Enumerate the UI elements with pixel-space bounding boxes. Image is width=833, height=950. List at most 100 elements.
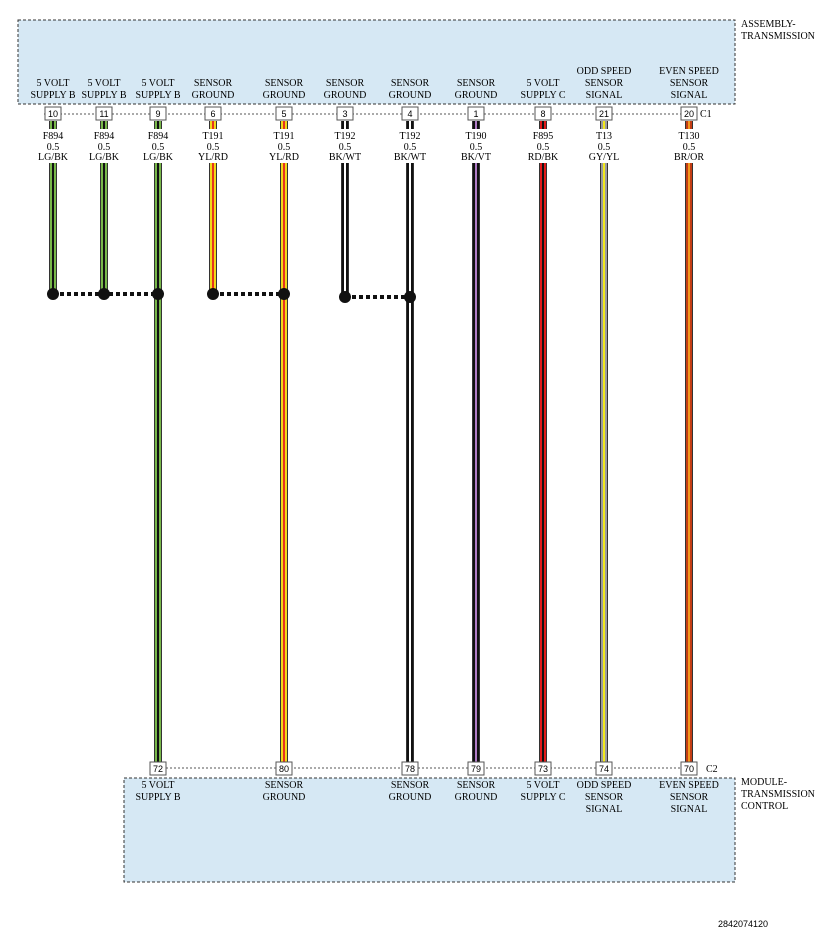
top-pin-box <box>595 106 613 121</box>
top-pin-label: GROUND <box>455 90 498 101</box>
top-wire-stub-stripe <box>344 121 346 129</box>
top-pin-number: 6 <box>210 109 215 119</box>
bottom-pin-box <box>149 761 167 776</box>
wire-gauge: 0.5 <box>207 142 220 153</box>
top-pin-label: EVEN SPEED <box>659 66 719 77</box>
top-wire-stub-stripe <box>157 121 159 129</box>
top-pin-label: GROUND <box>324 90 367 101</box>
top-pin-label: 5 VOLT <box>526 78 559 89</box>
top-pin-label: SENSOR <box>265 78 304 89</box>
top-wire-stub-stripe <box>283 121 285 129</box>
circuit-id: T130 <box>678 131 699 142</box>
wire-gauge: 0.5 <box>278 142 291 153</box>
top-pin-number: 9 <box>155 109 160 119</box>
top-pin-box <box>44 106 62 121</box>
top-component-box <box>17 19 736 105</box>
bottom-connector-label: C2 <box>706 764 718 775</box>
bottom-pin-box <box>534 761 552 776</box>
top-component-name-1: ASSEMBLY- <box>741 19 796 30</box>
top-pin-number: 11 <box>99 109 108 119</box>
top-pin-box <box>534 106 552 121</box>
top-pin-box <box>275 106 293 121</box>
top-pin-label: 5 VOLT <box>36 78 69 89</box>
top-pin-number: 3 <box>342 109 347 119</box>
circuit-id: F894 <box>148 131 169 142</box>
top-pin-number: 8 <box>540 109 545 119</box>
bottom-pin-label: GROUND <box>389 792 432 803</box>
bottom-pin-number: 72 <box>153 764 163 774</box>
circuit-id: T191 <box>273 131 294 142</box>
splice-node <box>278 288 290 300</box>
wire-stripe <box>283 163 285 762</box>
splice-node <box>207 288 219 300</box>
top-pin-box <box>467 106 485 121</box>
bottom-pin-box <box>595 761 613 776</box>
bottom-pin-number: 73 <box>538 764 548 774</box>
wire-color-code: BK/WT <box>394 152 426 163</box>
wire-gauge: 0.5 <box>47 142 60 153</box>
circuit-id: T192 <box>399 131 420 142</box>
wire-stripe <box>688 163 690 762</box>
wire-gauge: 0.5 <box>598 142 611 153</box>
top-wire-stub-stripe <box>409 121 411 129</box>
top-pin-number: 1 <box>473 109 478 119</box>
wire-gauge: 0.5 <box>152 142 165 153</box>
top-wire-stub-stripe <box>688 121 690 129</box>
diagram-reference: 2842074120 <box>718 919 768 929</box>
bottom-pin-label: 5 VOLT <box>141 780 174 791</box>
circuit-id: F894 <box>94 131 115 142</box>
wire-stripe <box>157 163 159 762</box>
top-pin-label: SUPPLY B <box>81 90 126 101</box>
circuit-id: T191 <box>202 131 223 142</box>
top-wire-stub-stripe <box>475 121 477 129</box>
wire-color-code: YL/RD <box>198 152 228 163</box>
top-pin-label: SENSOR <box>326 78 365 89</box>
splice-node <box>404 291 416 303</box>
top-wire-stub-stripe <box>212 121 214 129</box>
wire-stripe <box>542 163 544 762</box>
top-wire-stub-stripe <box>52 121 54 129</box>
circuit-id: T13 <box>596 131 612 142</box>
bottom-pin-number: 80 <box>279 764 289 774</box>
bottom-pin-box <box>275 761 293 776</box>
wire-color-code: BR/OR <box>674 152 704 163</box>
top-pin-label: SUPPLY C <box>520 90 565 101</box>
circuit-id: T190 <box>465 131 486 142</box>
top-pin-number: 20 <box>684 109 694 119</box>
bottom-pin-number: 70 <box>684 764 694 774</box>
top-pin-label: GROUND <box>263 90 306 101</box>
top-wire-stub-stripe <box>542 121 544 129</box>
wire-gauge: 0.5 <box>470 142 483 153</box>
bottom-pin-number: 78 <box>405 764 415 774</box>
bottom-pin-number: 79 <box>471 764 481 774</box>
bottom-pin-label: SIGNAL <box>586 804 623 815</box>
bottom-pin-label: SENSOR <box>670 792 709 803</box>
wire-gauge: 0.5 <box>339 142 352 153</box>
top-pin-box <box>336 106 354 121</box>
wire-stripe <box>409 163 411 762</box>
wire-color-code: BK/WT <box>329 152 361 163</box>
bottom-pin-label: SENSOR <box>585 792 624 803</box>
bottom-pin-number: 74 <box>599 764 609 774</box>
bottom-pin-label: 5 VOLT <box>526 780 559 791</box>
top-pin-label: SUPPLY B <box>135 90 180 101</box>
top-pin-label: 5 VOLT <box>87 78 120 89</box>
wire-color-code: LG/BK <box>38 152 69 163</box>
bottom-component-name-1: MODULE- <box>741 777 787 788</box>
top-pin-label: SENSOR <box>457 78 496 89</box>
bottom-pin-label: SENSOR <box>391 780 430 791</box>
top-pin-label: SUPPLY B <box>30 90 75 101</box>
wire-stripe <box>344 163 346 297</box>
bottom-pin-label: SENSOR <box>457 780 496 791</box>
top-pin-label: SENSOR <box>585 78 624 89</box>
top-component-name-2: TRANSMISSION <box>741 31 815 42</box>
top-pin-label: SENSOR <box>670 78 709 89</box>
top-pin-label: GROUND <box>389 90 432 101</box>
bottom-pin-label: GROUND <box>263 792 306 803</box>
wire-color-code: RD/BK <box>528 152 559 163</box>
top-pin-label: 5 VOLT <box>141 78 174 89</box>
top-pin-box <box>204 106 222 121</box>
bottom-pin-label: SUPPLY B <box>135 792 180 803</box>
